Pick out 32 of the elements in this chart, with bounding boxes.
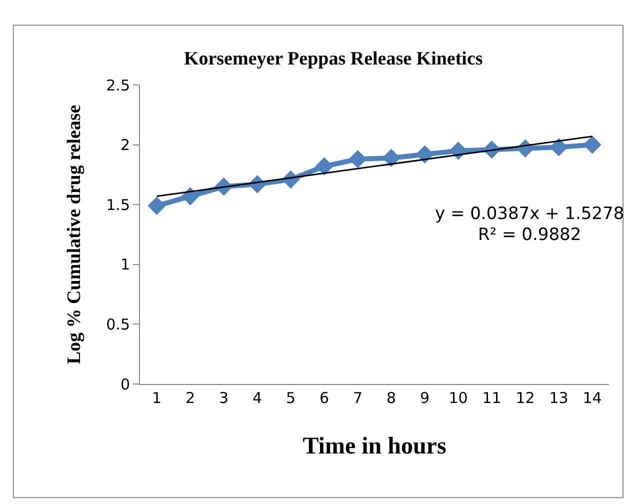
point xyxy=(382,148,400,168)
x-tick-label: 10 xyxy=(448,389,468,407)
y-tick-label: 0.5 xyxy=(106,315,130,334)
x-tick-label: 9 xyxy=(420,389,430,407)
y-axis-title: Log % Cumulative drug release xyxy=(64,104,85,364)
point xyxy=(583,136,602,154)
y-tick-label: 1.5 xyxy=(106,196,130,214)
point xyxy=(348,150,367,168)
x-tick-label: 7 xyxy=(352,389,363,407)
x-tick-label: 13 xyxy=(549,389,568,407)
x-tick-label: 3 xyxy=(218,389,229,407)
y-tick-label: 2.5 xyxy=(106,76,130,94)
y-tick-label: 2 xyxy=(120,136,130,154)
point xyxy=(148,196,166,215)
x-tick-label: 2 xyxy=(185,389,196,407)
y-tick-label: 0 xyxy=(120,375,130,394)
x-tick-label: 6 xyxy=(319,389,330,407)
x-tick-label: 5 xyxy=(286,389,296,407)
x-tick-label: 14 xyxy=(582,389,602,407)
x-tick-label: 11 xyxy=(482,389,502,407)
annotation: y = 0.0387x + 1.5278 xyxy=(435,204,624,224)
chart-title: Korsemeyer Peppas Release Kinetics xyxy=(184,48,483,70)
x-axis-title: Time in hours xyxy=(302,433,446,460)
y-tick-label: 1 xyxy=(120,256,130,274)
x-tick-label: 12 xyxy=(516,389,535,407)
point xyxy=(181,187,200,206)
point xyxy=(315,157,334,176)
x-tick-label: 8 xyxy=(386,389,396,407)
x-tick-label: 4 xyxy=(252,389,262,407)
x-tick-label: 1 xyxy=(152,389,162,407)
point xyxy=(416,145,434,164)
annotation: R² = 0.9882 xyxy=(478,225,582,245)
